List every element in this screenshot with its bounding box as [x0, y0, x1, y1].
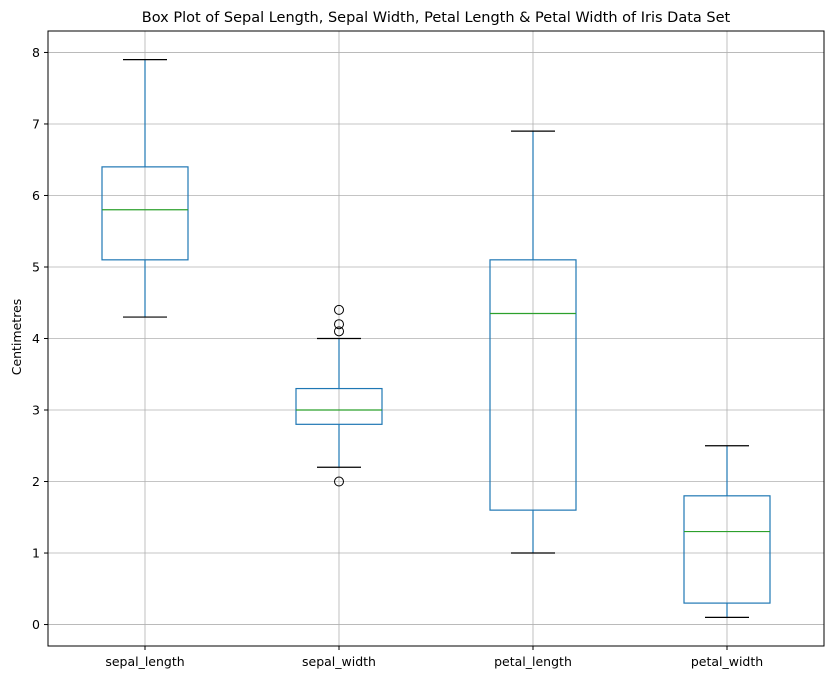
- box-petal_length: [489, 130, 577, 554]
- y-tick-label: 0: [32, 617, 40, 632]
- chart-title: Box Plot of Sepal Length, Sepal Width, P…: [142, 10, 731, 26]
- y-tick-label: 3: [32, 403, 40, 418]
- box-layer: [101, 59, 771, 618]
- y-tick-label: 8: [32, 45, 40, 60]
- x-tick-label: petal_width: [691, 654, 763, 669]
- grid-layer: [48, 31, 824, 646]
- outlier-point: [334, 304, 344, 315]
- y-tick-label: 7: [32, 116, 40, 131]
- box-body: [101, 166, 189, 261]
- outlier-point: [334, 476, 344, 487]
- y-axis-label: Centimetres: [9, 299, 24, 376]
- axes-layer: 0 1 2 3 4 5 6 7 8 sepal_length sepal_width petal_le…: [32, 30, 825, 669]
- box-petal_width: [683, 445, 771, 618]
- y-tick-label: 4: [32, 331, 40, 346]
- outlier-point: [334, 319, 344, 330]
- y-tick-label: 6: [32, 188, 40, 203]
- x-tick-label: petal_length: [494, 654, 572, 669]
- box-sepal_length: [101, 59, 189, 318]
- y-tick-label: 5: [32, 259, 40, 274]
- box-body: [295, 387, 383, 425]
- y-tick-label: 2: [32, 474, 40, 489]
- x-tick-label: sepal_width: [302, 654, 376, 669]
- box-body: [683, 495, 771, 604]
- x-tick-label: sepal_length: [105, 654, 184, 669]
- y-tick-label: 1: [32, 546, 40, 561]
- outlier-point: [334, 326, 344, 337]
- box-sepal_width: [295, 304, 383, 487]
- box-body: [489, 259, 577, 511]
